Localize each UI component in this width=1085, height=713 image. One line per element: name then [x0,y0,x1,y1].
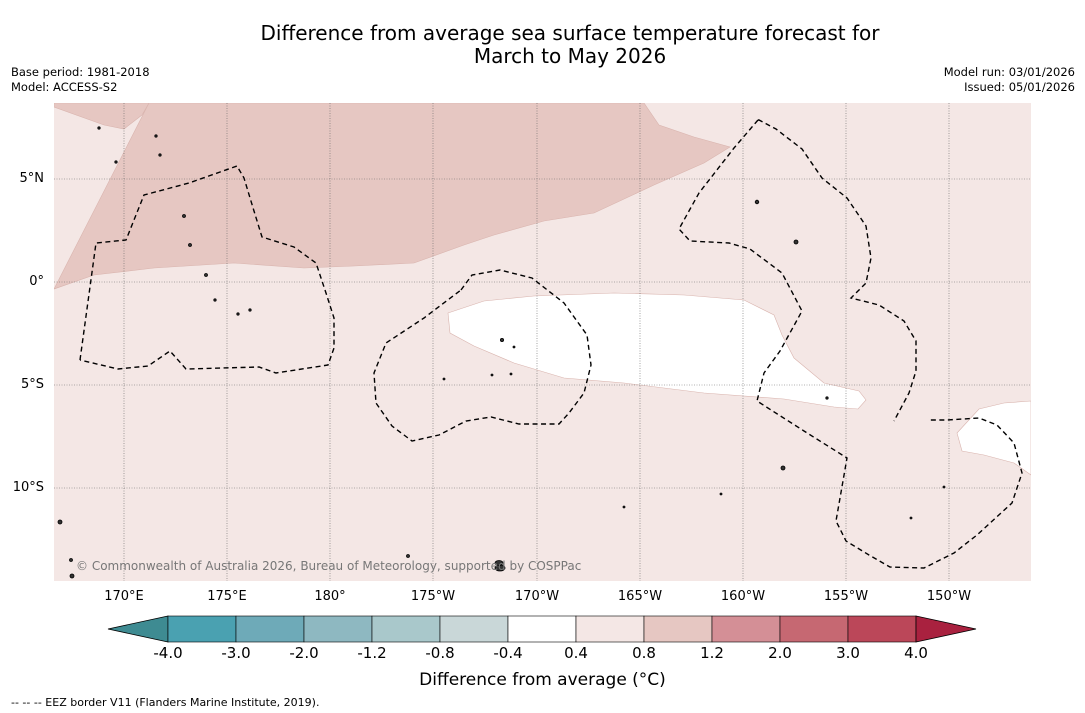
eez-legend: -- -- -- EEZ border V11 (Flanders Marine… [11,696,320,709]
lat-label-5s: 5°S [20,377,44,392]
lat-label-5n: 5°N [19,171,45,186]
eez-kiribati-gilbert [79,165,335,374]
lon-label-160w: 160°W [720,589,766,604]
title-line-1: Difference from average sea surface temp… [260,21,880,45]
graticule [54,103,1031,581]
meta-right: Model run: 03/01/2026 Issued: 05/01/2026 [944,65,1075,95]
colorbar-tick: 2.0 [768,644,792,662]
colorbar-tick: -0.8 [425,644,455,662]
islands [57,126,946,579]
colorbar-segment [167,615,237,643]
eez-phoenix-islands [373,269,592,442]
base-period: Base period: 1981-2018 [11,65,150,79]
colorbar-segment [303,615,373,643]
model-name: Model: ACCESS-S2 [11,80,118,94]
lon-label-170w: 170°W [514,589,560,604]
colorbar-tick: 0.4 [564,644,588,662]
lon-label-170e: 170°E [104,589,144,604]
title-line-2: March to May 2026 [473,44,667,68]
colorbar-tick: 0.8 [632,644,656,662]
colorbar-segment [235,615,305,643]
lon-label-180: 180° [314,589,346,604]
colorbar-tick: -2.0 [289,644,319,662]
colorbar-segment [643,615,713,643]
eez-line-islands [758,119,917,422]
copyright-notice: © Commonwealth of Australia 2026, Bureau… [76,559,581,573]
colorbar-tick: -0.4 [493,644,523,662]
colorbar-segment [507,615,577,643]
issued-date: Issued: 05/01/2026 [964,80,1075,94]
eez-borders [79,119,1023,569]
lon-label-155w: 155°W [823,589,869,604]
colorbar-segment [371,615,441,643]
colorbar-tick: -4.0 [153,644,183,662]
meta-left: Base period: 1981-2018 Model: ACCESS-S2 [11,65,150,95]
colorbar-tick: 4.0 [904,644,928,662]
eez-line-islands-west [678,119,1023,569]
colorbar-segment [575,615,645,643]
lon-label-150w: 150°W [926,589,972,604]
colorbar-segment [847,615,917,643]
colorbar-segment [779,615,849,643]
colorbar-segment [711,615,781,643]
colorbar-tick: 1.2 [700,644,724,662]
colorbar-extend-low [107,615,169,643]
model-run: Model run: 03/01/2026 [943,65,1075,79]
anomaly-band-neutral-east [956,400,1031,476]
colorbar-tick: -1.2 [357,644,387,662]
anomaly-band-neutral-central [447,292,867,410]
colorbar-tick: -3.0 [221,644,251,662]
colorbar-label: Difference from average (°C) [419,670,666,690]
colorbar-extend-high [915,615,977,643]
lon-label-165w: 165°W [617,589,663,604]
colorbar [107,615,977,643]
map-title: Difference from average sea surface temp… [0,22,1085,68]
map-panel: © Commonwealth of Australia 2026, Bureau… [54,103,1031,581]
colorbar-segment [439,615,509,643]
lon-label-175w: 175°W [410,589,456,604]
lat-label-10s: 10°S [12,480,44,495]
lon-label-175e: 175°E [207,589,247,604]
lat-label-0: 0° [29,274,44,289]
colorbar-tick: 3.0 [836,644,860,662]
